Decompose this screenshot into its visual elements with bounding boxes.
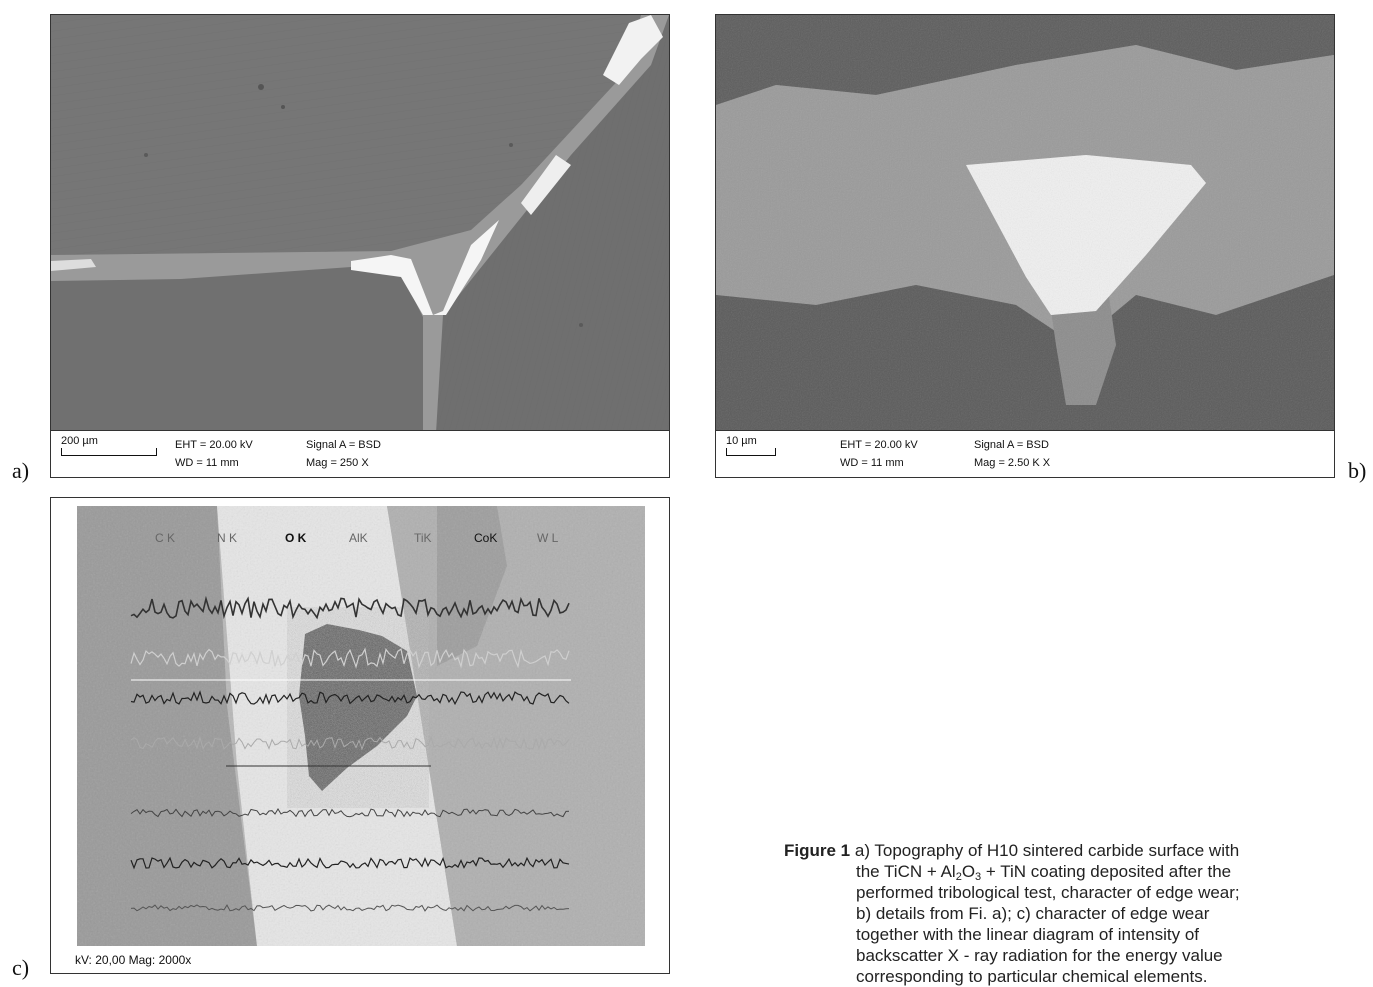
linescan-traces: [130, 595, 571, 912]
figure-caption: Figure 1 a) Topography of H10 sintered c…: [784, 840, 1344, 987]
element-label-ti: TiK: [414, 531, 432, 545]
trace-co: [130, 856, 570, 870]
element-labels: C K N K O K AlK TiK CoK W L: [51, 498, 669, 973]
trace-o: [130, 690, 570, 706]
caption-text-2c: + TiN coating deposited after the: [981, 862, 1232, 881]
caption-sub-2: 2: [955, 871, 962, 883]
scale-bar-b: [726, 448, 776, 456]
trace-n: [130, 647, 570, 669]
caption-sub-3: 3: [975, 871, 982, 883]
caption-line-4: b) details from Fi. a); c) character of …: [856, 904, 1210, 923]
scale-label-b: 10 µm: [726, 435, 757, 447]
sem-image-b: [716, 15, 1334, 433]
caption-line-6: backscatter X - ray radiation for the en…: [856, 946, 1223, 965]
sem-panel-c: C K N K O K AlK TiK CoK W L kV: 20,00 Ma…: [50, 497, 670, 974]
wd-a: WD = 11 mm: [175, 457, 239, 469]
sem-databar-b: 10 µm EHT = 20.00 kV WD = 11 mm Signal A…: [716, 430, 1334, 477]
sem-panel-b: 10 µm EHT = 20.00 kV WD = 11 mm Signal A…: [715, 14, 1335, 478]
element-label-o: O K: [285, 531, 307, 545]
trace-ti: [130, 808, 570, 818]
sem-image-a: [51, 15, 669, 433]
caption-line-1: Figure 1 a) Topography of H10 sintered c…: [784, 840, 1344, 861]
panel-label-c: c): [12, 955, 30, 980]
trace-al: [130, 735, 570, 751]
signal-a: Signal A = BSD: [306, 439, 381, 451]
wd-b: WD = 11 mm: [840, 457, 904, 469]
signal-b: Signal A = BSD: [974, 439, 1049, 451]
caption-text-2b: O: [961, 862, 976, 881]
panel-label-a: a): [12, 458, 30, 483]
caption-lead: Figure 1: [784, 841, 851, 860]
scale-label-a: 200 µm: [61, 435, 98, 447]
eht-b: EHT = 20.00 kV: [840, 439, 918, 451]
caption-text-1: a) Topography of H10 sintered carbide su…: [854, 841, 1240, 860]
trace-w: [130, 904, 570, 912]
mag-b: Mag = 2.50 K X: [974, 457, 1051, 469]
panel-label-b: b): [1348, 458, 1367, 483]
eht-a: EHT = 20.00 kV: [175, 439, 253, 451]
sem-image-c: [77, 506, 645, 946]
caption-line-2: the TiCN + Al2O3 + TiN coating deposited…: [784, 861, 1344, 883]
element-label-co: CoK: [474, 531, 498, 545]
sem-panel-a: 200 µm EHT = 20.00 kV WD = 11 mm Signal …: [50, 14, 670, 478]
element-label-c: C K: [155, 531, 176, 545]
caption-line-7: corresponding to particular chemical ele…: [856, 967, 1208, 986]
caption-line-5: together with the linear diagram of inte…: [856, 925, 1200, 944]
caption-line-3: performed tribological test, character o…: [856, 883, 1240, 902]
footer-c: kV: 20,00 Mag: 2000x: [75, 953, 192, 967]
mag-a: Mag = 250 X: [306, 457, 369, 469]
element-label-al: AlK: [349, 531, 368, 545]
element-label-n: N K: [217, 531, 238, 545]
caption-text-2a: the TiCN + Al: [856, 862, 956, 881]
sem-databar-a: 200 µm EHT = 20.00 kV WD = 11 mm Signal …: [51, 430, 669, 477]
element-label-w: W L: [537, 531, 559, 545]
trace-c: [130, 595, 570, 620]
scale-bar-a: [61, 448, 157, 456]
